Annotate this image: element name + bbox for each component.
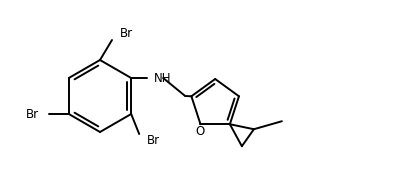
Text: O: O (196, 125, 205, 138)
Text: NH: NH (154, 72, 172, 84)
Text: Br: Br (147, 134, 160, 148)
Text: Br: Br (120, 26, 133, 40)
Text: Br: Br (26, 107, 39, 121)
